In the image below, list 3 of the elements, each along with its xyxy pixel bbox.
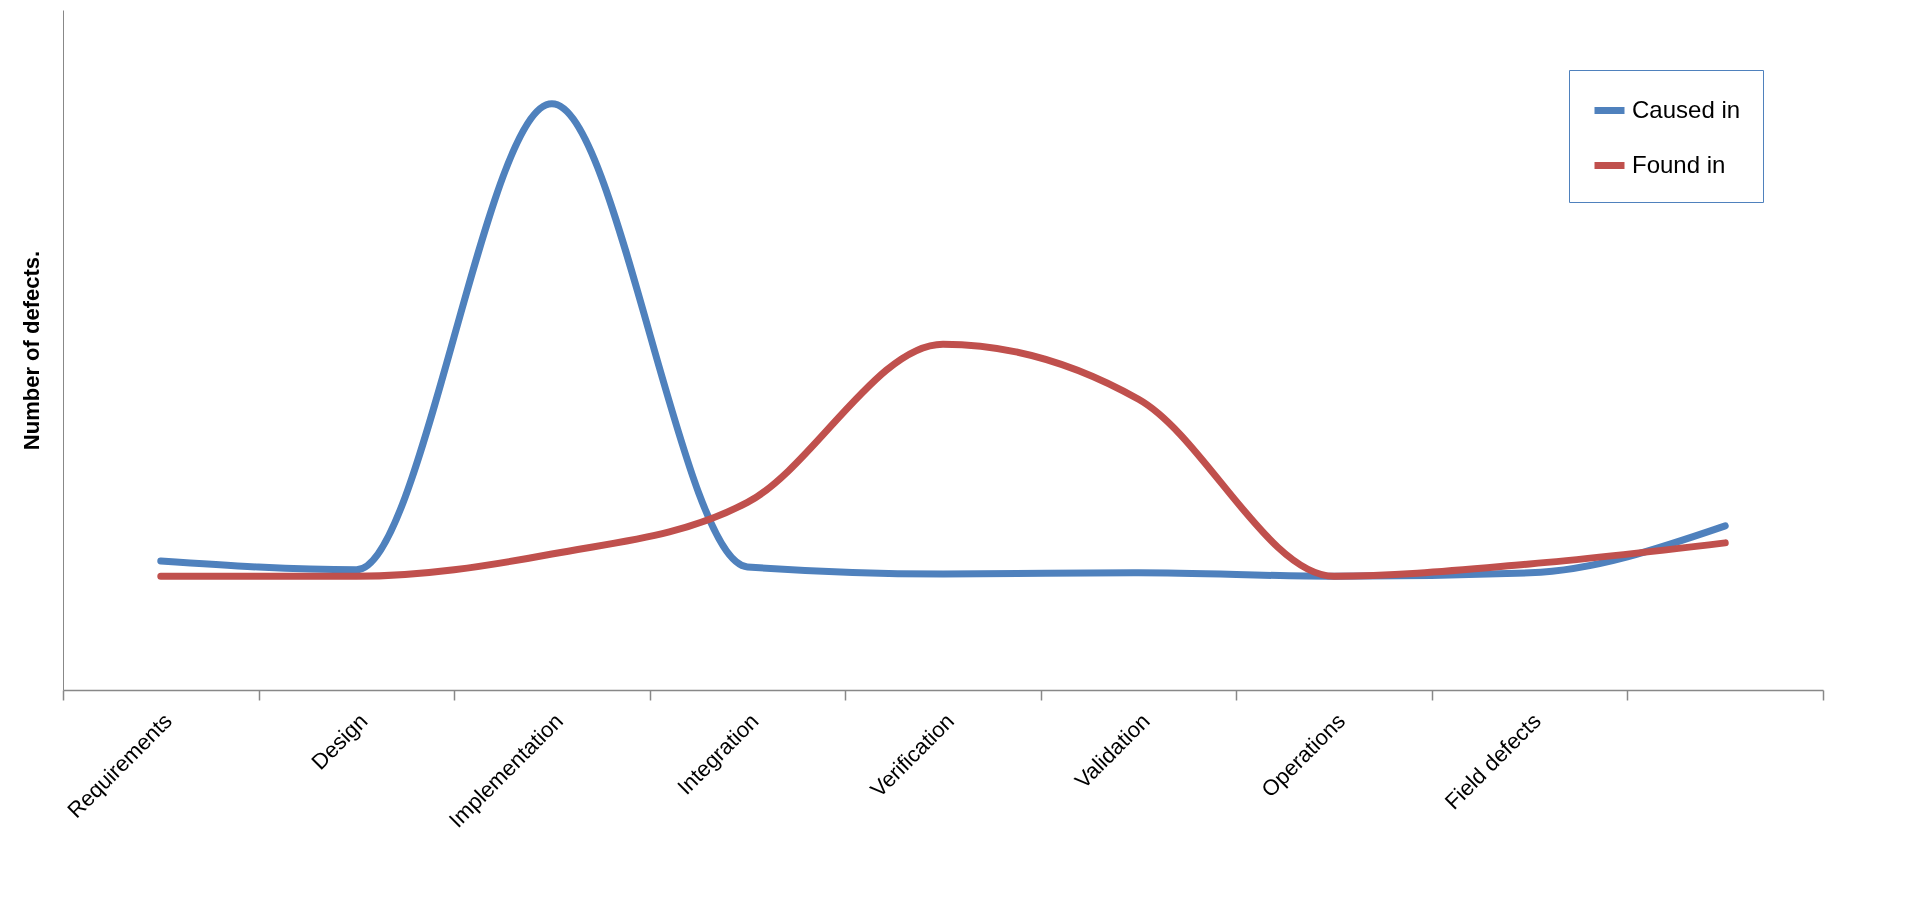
legend-label: Caused in <box>1632 95 1741 123</box>
y-axis-title: Number of defects. <box>18 250 44 451</box>
legend-label: Found in <box>1632 150 1726 178</box>
